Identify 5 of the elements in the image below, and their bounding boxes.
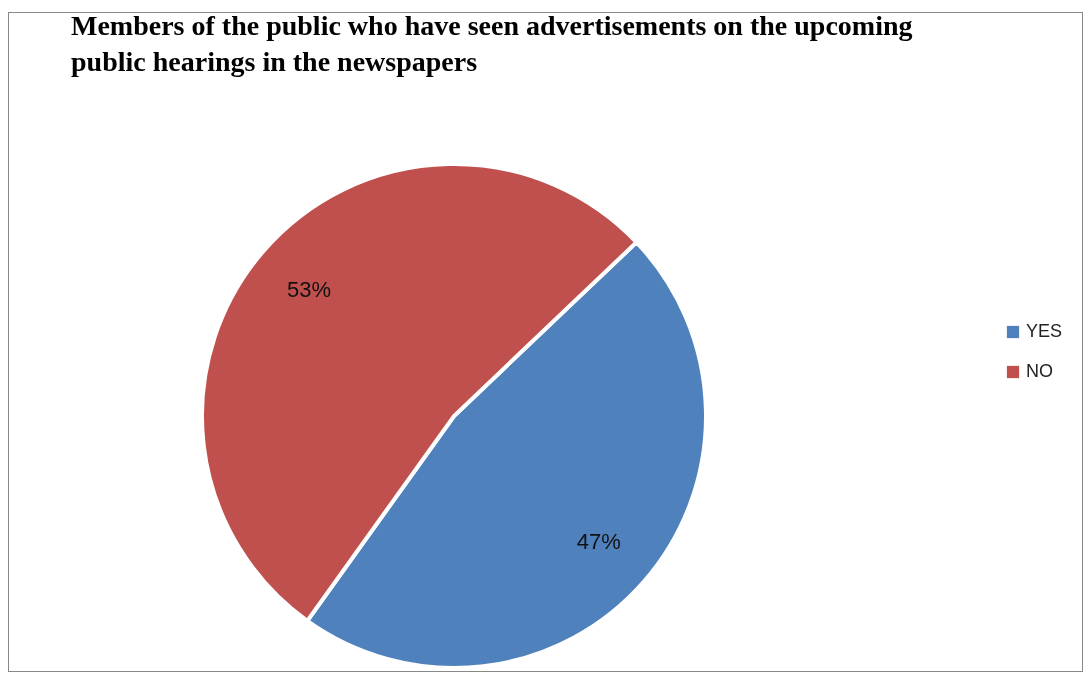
- data-label: 47%: [576, 528, 621, 554]
- legend-label: NO: [1026, 361, 1053, 381]
- chart-title: Members of the public who have seen advertisements on the upcoming public hearings in the newspapers: [71, 10, 913, 77]
- data-label: 53%: [287, 277, 332, 303]
- legend-label: YES: [1026, 321, 1063, 341]
